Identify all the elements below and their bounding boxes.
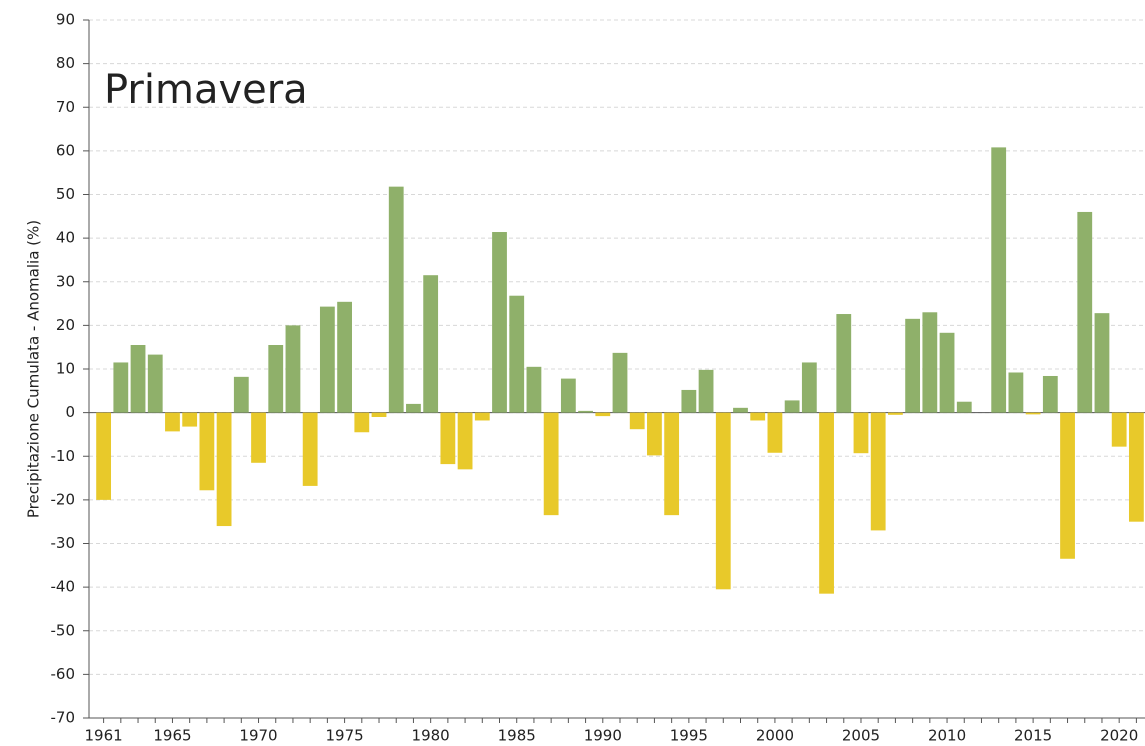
bar	[216, 412, 232, 527]
y-tick-label: -50	[51, 621, 76, 639]
y-tick-label: 0	[65, 403, 75, 421]
bar	[1025, 412, 1041, 415]
x-tick-label: 1970	[239, 727, 277, 745]
y-tick-label: 60	[56, 141, 75, 159]
y-tick-label: 10	[56, 360, 75, 378]
bar	[922, 312, 938, 413]
y-tick-label: 90	[56, 11, 75, 29]
x-tick-label: 1961	[85, 727, 123, 745]
bar	[560, 378, 576, 413]
y-tick-label: -40	[51, 578, 76, 596]
bar	[268, 345, 284, 413]
bar	[337, 301, 352, 413]
bar	[853, 412, 869, 454]
bar	[836, 314, 852, 413]
bar	[182, 412, 198, 427]
bar	[819, 412, 834, 594]
y-tick-label: 30	[56, 272, 75, 290]
bar	[526, 366, 542, 413]
bar	[354, 412, 370, 433]
x-tick-label: 2010	[928, 727, 966, 745]
bar	[939, 332, 955, 413]
bar	[147, 354, 163, 413]
y-tick-label: -60	[51, 665, 76, 683]
bar	[199, 412, 215, 491]
y-tick-label: 50	[56, 185, 75, 203]
bar	[733, 407, 748, 413]
x-tick-label: 2020	[1100, 727, 1138, 745]
x-tick-label: 1985	[498, 727, 536, 745]
y-tick-label: -70	[51, 709, 76, 727]
bar	[595, 412, 611, 417]
bar	[647, 412, 662, 456]
bar	[130, 345, 146, 413]
bar	[509, 295, 525, 413]
x-tick-label: 1965	[153, 727, 191, 745]
bar	[1094, 313, 1110, 413]
x-tick-label: 1980	[412, 727, 450, 745]
bar	[681, 389, 697, 413]
bar	[698, 369, 714, 413]
bar	[474, 412, 490, 421]
bar	[113, 362, 129, 413]
bar	[767, 412, 783, 453]
bar	[285, 325, 301, 413]
y-tick-label: 70	[56, 98, 75, 116]
bar	[165, 412, 180, 432]
y-tick-label: -20	[51, 490, 76, 508]
bar	[1042, 375, 1058, 413]
y-axis-label: Precipitazione Cumulata - Anomalia (%)	[25, 220, 43, 518]
bar	[715, 412, 731, 590]
x-tick-label: 2000	[756, 727, 794, 745]
bar	[1111, 412, 1127, 447]
bar	[423, 275, 439, 413]
bar	[543, 412, 559, 516]
bar	[991, 147, 1007, 413]
chart-title: Primavera	[104, 67, 308, 113]
y-tick-label: 20	[56, 316, 75, 334]
y-tick-label: -10	[51, 447, 76, 465]
bar	[388, 186, 404, 413]
bar	[371, 412, 387, 417]
bar	[905, 318, 921, 413]
bar	[1077, 211, 1093, 413]
bar	[578, 410, 593, 413]
bar	[956, 401, 972, 413]
bar	[1060, 412, 1075, 559]
bar	[406, 403, 421, 413]
bar	[319, 306, 335, 413]
y-tick-label: 40	[56, 229, 75, 247]
bar	[440, 412, 456, 465]
bar	[1128, 412, 1144, 522]
bar	[664, 412, 680, 516]
x-tick-label: 2005	[842, 727, 880, 745]
bar	[492, 232, 507, 413]
y-tick-label: -30	[51, 534, 76, 552]
bar	[750, 412, 766, 421]
bar	[888, 412, 903, 415]
bar	[251, 412, 266, 463]
bar	[612, 352, 628, 413]
bar	[233, 376, 249, 413]
bar	[1008, 372, 1024, 413]
bar	[457, 412, 473, 470]
bar	[302, 412, 318, 486]
x-tick-label: 2015	[1014, 727, 1052, 745]
x-tick-label: 1975	[325, 727, 363, 745]
bar	[801, 362, 817, 413]
bar	[629, 412, 645, 430]
y-tick-label: 80	[56, 54, 75, 72]
bar	[870, 412, 886, 531]
x-tick-label: 1995	[670, 727, 708, 745]
bar	[784, 400, 800, 413]
bar	[96, 412, 112, 500]
x-tick-label: 1990	[584, 727, 622, 745]
